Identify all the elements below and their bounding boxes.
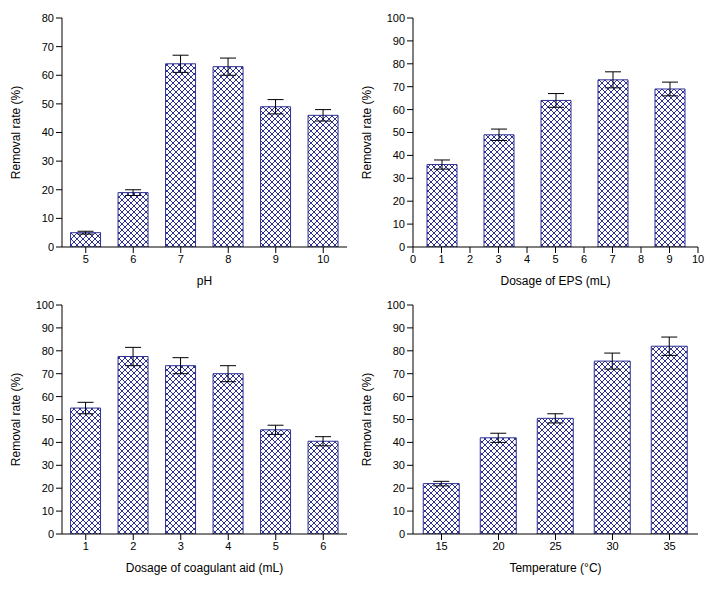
svg-text:Removal rate (%): Removal rate (%) [360,373,374,466]
svg-text:40: 40 [42,436,54,448]
svg-text:70: 70 [42,41,54,53]
svg-text:40: 40 [42,126,54,138]
svg-text:5: 5 [83,253,89,265]
svg-text:70: 70 [393,368,405,380]
svg-text:10: 10 [42,505,54,517]
svg-text:Removal rate (%): Removal rate (%) [9,86,23,179]
svg-text:0: 0 [399,241,405,253]
svg-text:50: 50 [393,413,405,425]
svg-text:7: 7 [609,253,615,265]
svg-text:2: 2 [467,253,473,265]
svg-text:4: 4 [524,253,530,265]
svg-text:30: 30 [393,172,405,184]
svg-text:30: 30 [393,459,405,471]
svg-text:10: 10 [42,212,54,224]
svg-text:40: 40 [393,149,405,161]
svg-text:0: 0 [410,253,416,265]
svg-text:Removal rate (%): Removal rate (%) [9,373,23,466]
svg-text:60: 60 [393,104,405,116]
svg-text:8: 8 [638,253,644,265]
svg-text:70: 70 [393,81,405,93]
svg-text:20: 20 [42,184,54,196]
svg-text:20: 20 [42,482,54,494]
svg-text:9: 9 [666,253,672,265]
svg-text:3: 3 [495,253,501,265]
svg-text:30: 30 [42,459,54,471]
svg-text:0: 0 [399,528,405,540]
svg-text:9: 9 [273,253,279,265]
svg-text:5: 5 [273,540,279,552]
svg-text:80: 80 [42,12,54,24]
svg-text:Dosage of coagulant aid (mL): Dosage of coagulant aid (mL) [126,561,283,575]
svg-text:0: 0 [48,528,54,540]
svg-text:1: 1 [438,253,444,265]
svg-text:5: 5 [552,253,558,265]
svg-text:50: 50 [393,126,405,138]
svg-text:7: 7 [178,253,184,265]
svg-text:80: 80 [42,345,54,357]
svg-text:100: 100 [387,12,405,24]
svg-text:30: 30 [42,155,54,167]
svg-text:100: 100 [387,299,405,311]
svg-text:10: 10 [393,505,405,517]
svg-text:15: 15 [435,540,447,552]
svg-text:1: 1 [83,540,89,552]
svg-text:40: 40 [393,436,405,448]
svg-text:30: 30 [606,540,618,552]
svg-text:pH: pH [197,274,212,288]
svg-text:2: 2 [130,540,136,552]
svg-text:6: 6 [581,253,587,265]
svg-text:90: 90 [393,322,405,334]
svg-text:90: 90 [42,322,54,334]
svg-text:Temperature (°C): Temperature (°C) [509,561,601,575]
svg-text:80: 80 [393,345,405,357]
svg-text:8: 8 [225,253,231,265]
svg-text:25: 25 [549,540,561,552]
svg-text:6: 6 [130,253,136,265]
svg-text:100: 100 [36,299,54,311]
svg-text:Removal rate (%): Removal rate (%) [360,86,374,179]
svg-text:Dosage of EPS (mL): Dosage of EPS (mL) [500,274,610,288]
svg-text:50: 50 [42,413,54,425]
svg-text:10: 10 [317,253,329,265]
svg-text:20: 20 [393,195,405,207]
svg-text:10: 10 [393,218,405,230]
svg-text:3: 3 [178,540,184,552]
svg-text:60: 60 [393,391,405,403]
svg-text:20: 20 [492,540,504,552]
svg-text:4: 4 [225,540,231,552]
svg-text:50: 50 [42,98,54,110]
svg-text:60: 60 [42,69,54,81]
svg-text:10: 10 [692,253,704,265]
svg-text:0: 0 [48,241,54,253]
svg-text:90: 90 [393,35,405,47]
svg-text:20: 20 [393,482,405,494]
svg-text:35: 35 [663,540,675,552]
svg-text:70: 70 [42,368,54,380]
svg-text:80: 80 [393,58,405,70]
svg-text:60: 60 [42,391,54,403]
svg-text:6: 6 [320,540,326,552]
